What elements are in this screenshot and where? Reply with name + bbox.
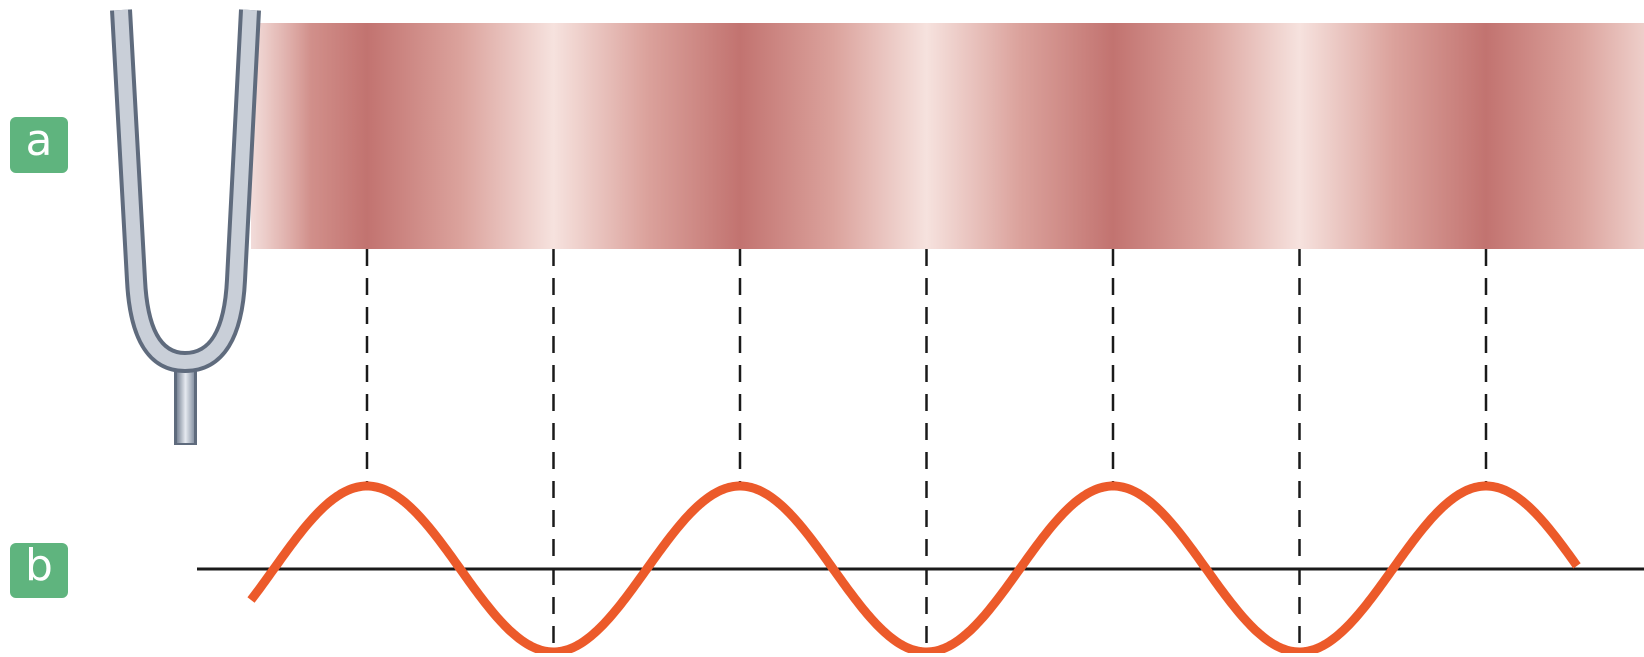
tuning-fork xyxy=(121,10,250,445)
label-b: b xyxy=(10,540,68,598)
page: a b (() => { const data = JSON.parse(doc… xyxy=(0,0,1644,653)
label-text: a xyxy=(26,115,53,166)
label-text: b xyxy=(25,540,53,591)
dashed-guides xyxy=(367,249,1486,645)
figure: a b xyxy=(0,0,1644,653)
band-fade xyxy=(251,23,311,249)
sound-band xyxy=(251,23,1644,249)
label-a: a xyxy=(10,115,68,173)
